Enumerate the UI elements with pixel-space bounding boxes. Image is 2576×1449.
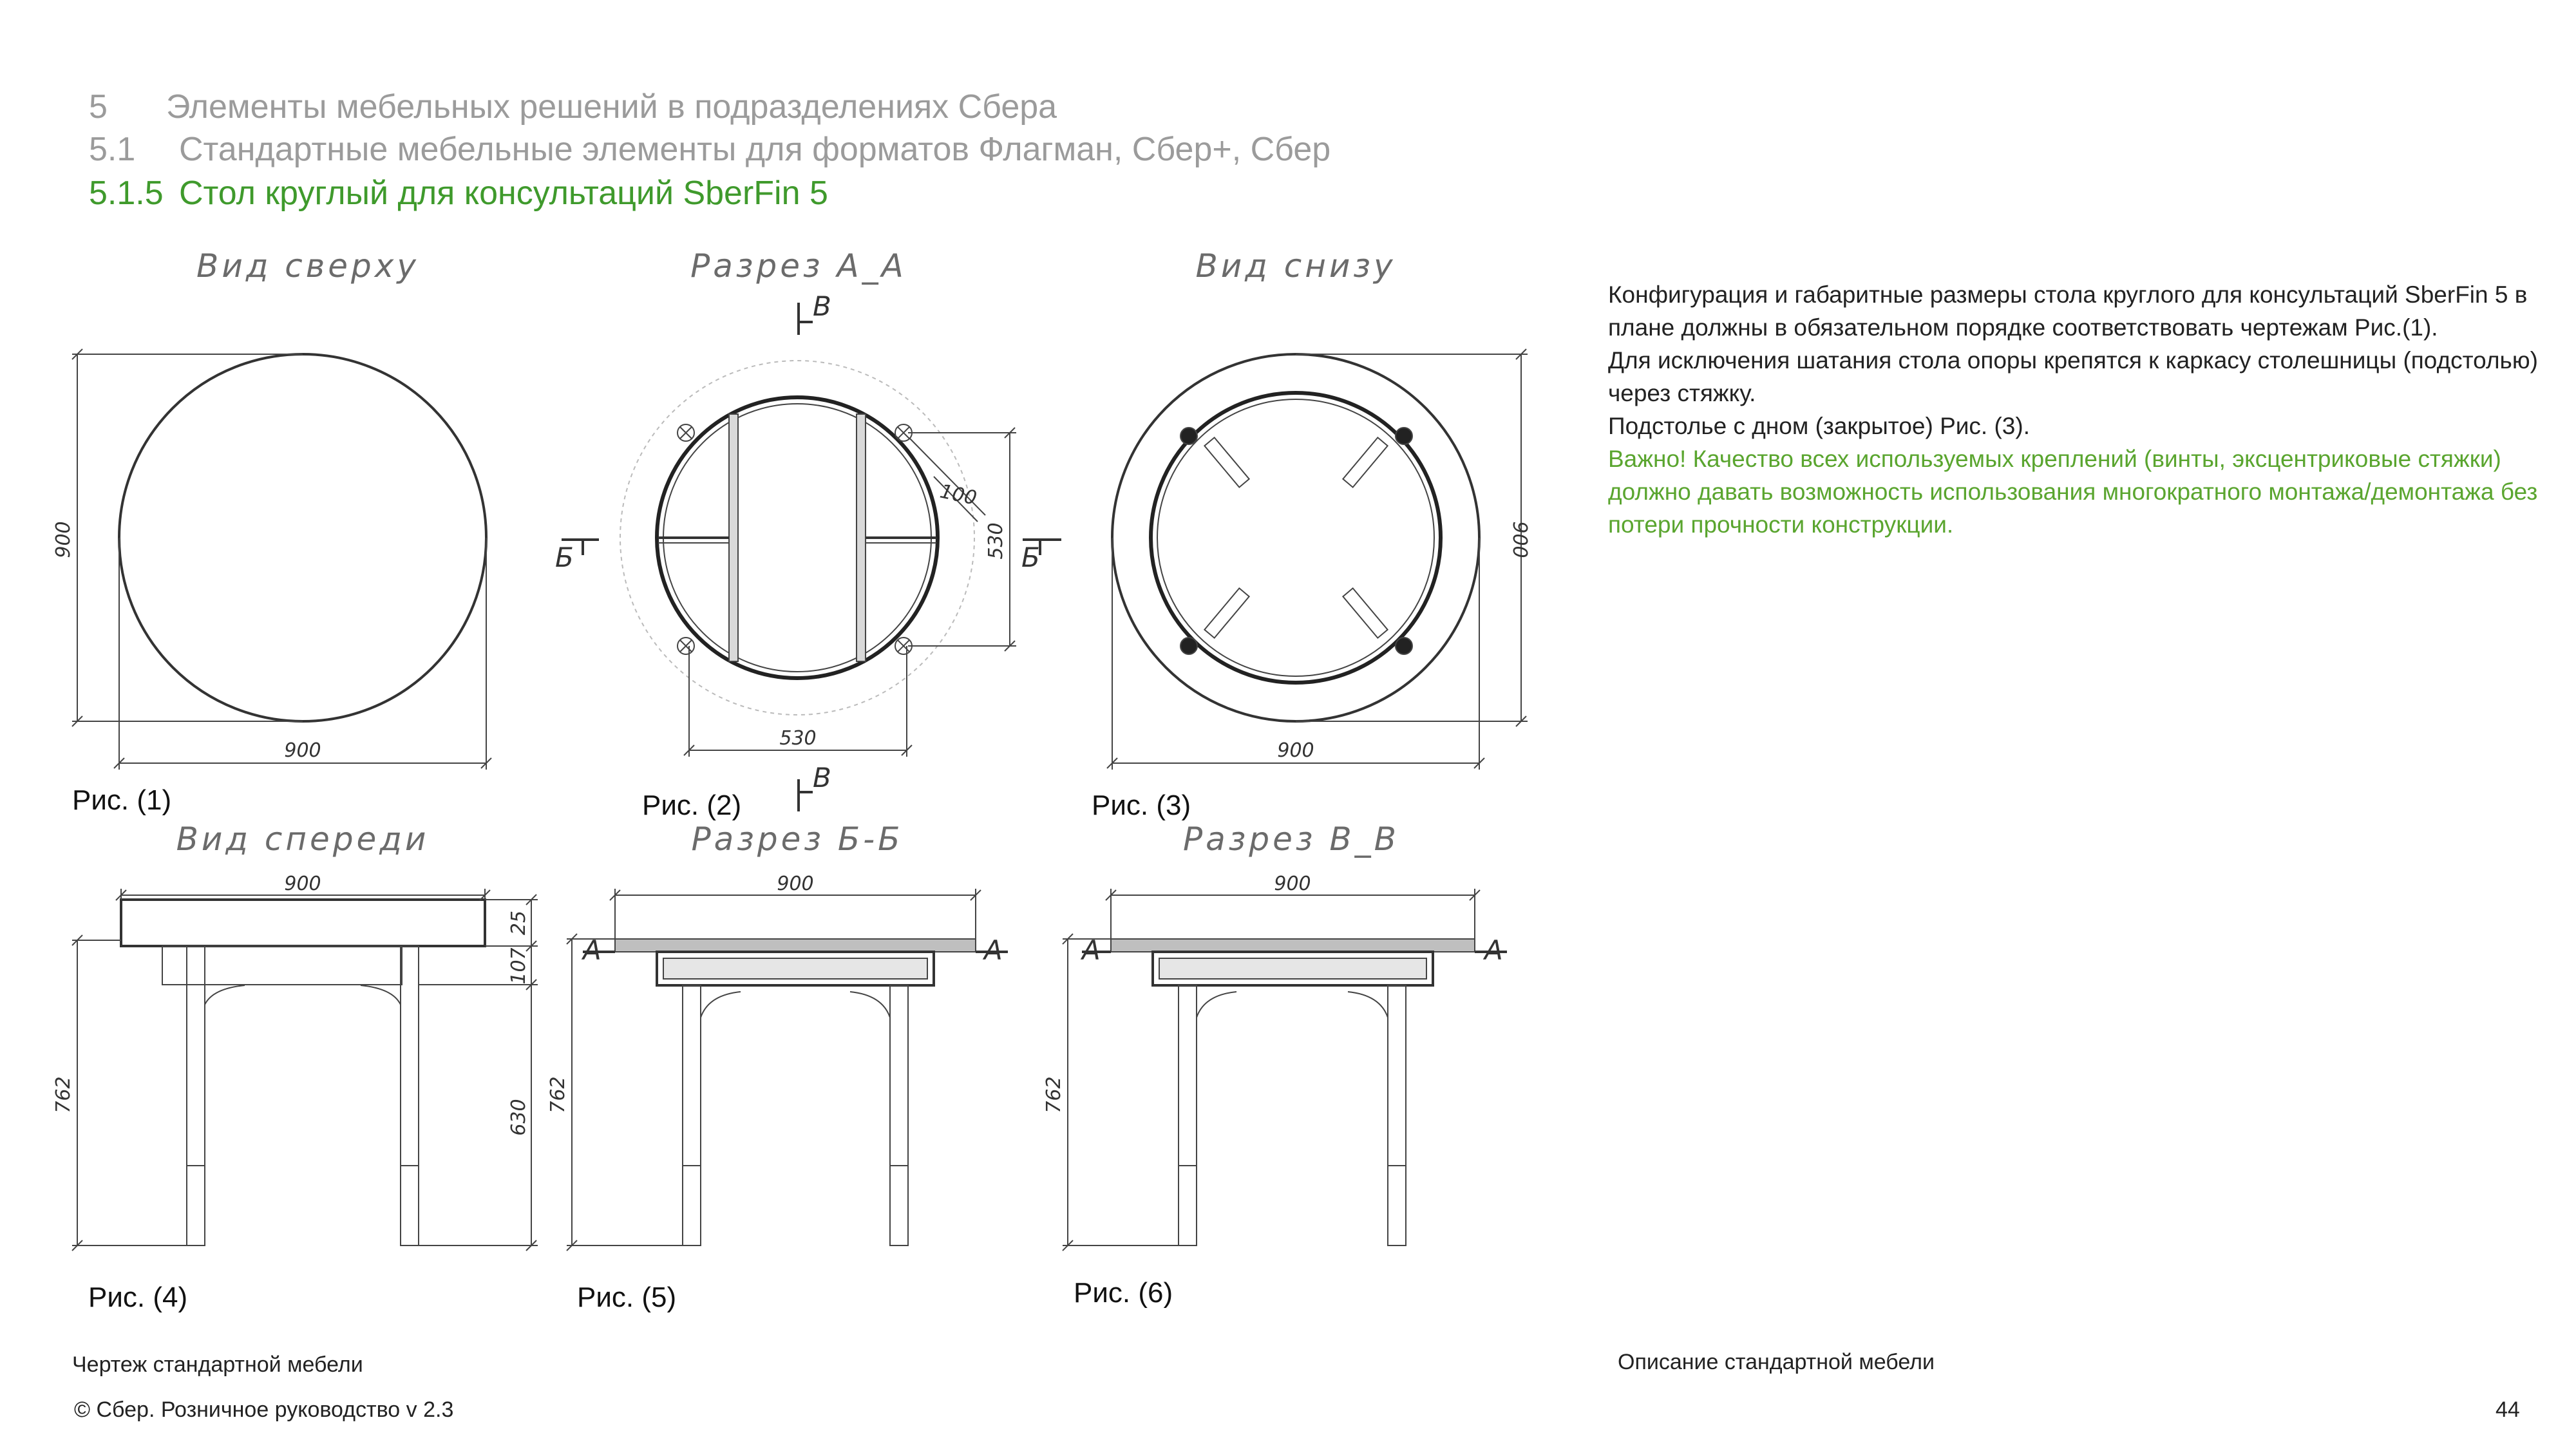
dim-900-horizontal: 900	[284, 739, 321, 762]
section-mark-v-bottom: В	[813, 762, 831, 793]
tabletop-section-v	[1110, 938, 1475, 952]
technical-drawing: Вид сверху Разрез А_А Вид снизу Вид спер…	[52, 247, 1531, 1251]
dim-100: 100	[938, 480, 978, 510]
section-mark-b-right: Б	[1021, 542, 1040, 573]
copyright: © Сбер. Розничное руководство v 2.3	[74, 1397, 454, 1422]
dim-900-vertical: 900	[52, 521, 75, 558]
section-mark-a-left: А	[581, 934, 601, 966]
view-title-top: Вид сверху	[196, 247, 419, 285]
figure-caption-4: Рис. (4)	[88, 1282, 188, 1313]
description-paragraph-1: Конфигурация и габаритные размеры стола …	[1608, 281, 2528, 341]
figure-caption-3: Рис. (3)	[1092, 790, 1191, 821]
dim-900-section-b: 900	[777, 873, 813, 895]
leg-left-section	[682, 985, 701, 1246]
leg-fastener-icon	[677, 424, 913, 655]
apron-ring-inner-bottom	[1157, 399, 1435, 677]
section-mark-a-left-v: А	[1080, 934, 1101, 966]
description-block: Конфигурация и габаритные размеры стола …	[1608, 278, 2561, 541]
rail-right	[856, 413, 866, 662]
leg-bracket-icon	[1180, 427, 1413, 655]
tabletop-outline-hidden	[620, 360, 975, 715]
subsection-heading: 5.1.5 Стол круглый для консультаций SberF…	[89, 176, 828, 210]
dim-762-section-v: 762	[1043, 1076, 1065, 1113]
rail-left	[728, 413, 739, 662]
dim-630: 630	[507, 1099, 530, 1135]
leg-left	[186, 945, 205, 1246]
right-caption: Описание стандартной мебели	[1618, 1350, 1935, 1374]
subsection-title: Стол круглый для консультаций SberFin 5	[179, 175, 828, 212]
view-title-section-v: Разрез В_В	[1183, 820, 1399, 858]
tabletop-edge	[120, 898, 486, 947]
figure-caption-2: Рис. (2)	[642, 790, 742, 821]
leg-right	[400, 945, 419, 1246]
dim-762-front: 762	[52, 1076, 75, 1113]
description-warning: Важно! Качество всех используемых крепле…	[1608, 446, 2538, 538]
figure-caption-6: Рис. (6)	[1074, 1277, 1173, 1309]
leg-left-section-v	[1178, 985, 1197, 1246]
dim-900-section-v: 900	[1274, 873, 1311, 895]
tabletop-circle	[118, 353, 488, 723]
tabletop-circle-bottom	[1111, 353, 1481, 723]
fig5-section-b: А А 900 762	[547, 873, 1008, 1251]
section-number: 5.1	[89, 131, 136, 168]
apron-ring-outer-bottom	[1149, 391, 1443, 685]
left-caption: Чертеж стандартной мебели	[72, 1352, 363, 1377]
view-title-bottom: Вид снизу	[1195, 247, 1396, 285]
leg-right-section	[889, 985, 909, 1246]
apron-section	[656, 951, 935, 987]
fig2-section-a: В В Б Б 530 530 100	[555, 290, 1061, 811]
dim-530-horizontal: 530	[779, 727, 816, 750]
section-heading: 5.1 Стандартные мебельные элементы для фо…	[89, 133, 1331, 166]
dim-25: 25	[507, 911, 530, 935]
figure-caption-5: Рис. (5)	[577, 1282, 677, 1313]
view-title-section-a: Разрез А_А	[690, 247, 907, 285]
section-title: Стандартные мебельные элементы для форма…	[179, 131, 1331, 168]
dim-107: 107	[507, 947, 530, 984]
fig4-front-view: 900 762 25 107 630	[52, 873, 538, 1251]
page-number: 44	[2496, 1397, 2520, 1422]
description-paragraph-2: Для исключения шатания стола опоры крепя…	[1608, 347, 2538, 406]
dim-762-section-b: 762	[547, 1076, 569, 1113]
fig6-section-v: А А 900 762	[1043, 873, 1507, 1251]
dim-900-horizontal-bottom: 900	[1277, 739, 1314, 762]
apron	[162, 945, 402, 985]
fig1-top-view: 900 900	[52, 348, 492, 770]
section-mark-v-top: В	[813, 290, 831, 322]
section-mark-b-left: Б	[555, 542, 574, 573]
fig3-bottom-view: 900 900	[1106, 348, 1531, 770]
dim-900-vertical-bottom: 900	[1508, 521, 1531, 558]
view-title-front: Вид спереди	[176, 820, 430, 858]
section-mark-a-right: А	[982, 934, 1003, 966]
description-paragraph-3: Подстолье с дном (закрытое) Рис. (3).	[1608, 413, 2030, 439]
apron-ring-outer	[655, 395, 940, 680]
view-title-section-b: Разрез Б-Б	[691, 820, 903, 858]
section-mark-a-right-v: А	[1482, 934, 1503, 966]
tabletop-section	[614, 938, 976, 952]
leg-right-section-v	[1387, 985, 1406, 1246]
apron-section-v	[1151, 951, 1434, 987]
dim-900-front: 900	[284, 873, 321, 895]
dim-530-vertical: 530	[985, 522, 1007, 559]
subsection-number: 5.1.5	[89, 175, 164, 212]
chapter-number: 5	[89, 88, 108, 126]
chapter-title: Элементы мебельных решений в подразделен…	[166, 88, 1057, 126]
chapter-heading: 5 Элементы мебельных решений в подразделе…	[89, 90, 1057, 124]
figure-caption-1: Рис. (1)	[72, 784, 172, 816]
